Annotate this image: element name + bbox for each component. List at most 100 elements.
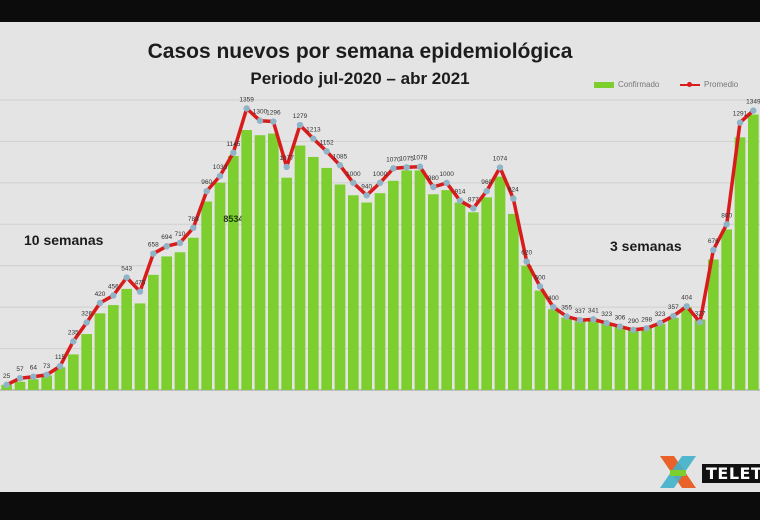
data-label: 115	[55, 354, 66, 361]
promedio-point	[110, 292, 117, 299]
data-label: 355	[561, 304, 572, 311]
data-label: 404	[681, 294, 692, 301]
data-label: 235	[68, 329, 79, 336]
promedio-point	[336, 162, 344, 169]
data-label: 543	[121, 266, 132, 273]
data-label: 960	[481, 179, 492, 186]
promedio-point	[496, 164, 504, 171]
data-label: 1078	[413, 155, 428, 162]
legend-confirmado: Confirmado	[594, 80, 659, 89]
data-label: 783	[188, 216, 199, 223]
data-label: 327	[695, 310, 706, 317]
bar	[94, 313, 106, 390]
bar	[734, 137, 746, 390]
promedio-point	[230, 149, 237, 157]
data-label: 1000	[439, 171, 454, 178]
data-label: 1033	[213, 164, 228, 171]
promedio-point	[270, 118, 277, 125]
chart-frame: Casos nuevos por semana epidemiológica P…	[0, 22, 760, 492]
bar	[54, 367, 66, 390]
bar	[401, 170, 412, 390]
data-label: 420	[95, 291, 106, 298]
promedio-point	[30, 373, 37, 380]
data-label: 960	[201, 179, 212, 186]
bar	[68, 354, 79, 390]
chart-subtitle: Periodo jul-2020 – abr 2021	[250, 69, 470, 88]
promedio-point	[123, 274, 130, 281]
data-label: 1349	[746, 99, 760, 106]
promedio-point	[416, 163, 424, 170]
annotation-left: 10 semanas	[24, 232, 104, 248]
data-label: 1296	[266, 110, 281, 117]
promedio-point	[310, 135, 317, 142]
bar	[721, 229, 732, 390]
data-label: 1145	[226, 141, 240, 148]
bar	[28, 379, 39, 390]
data-label: 620	[521, 250, 532, 257]
bar	[694, 319, 706, 390]
data-label: 940	[361, 183, 372, 190]
data-label: 914	[455, 189, 466, 196]
promedio-point	[43, 371, 50, 379]
data-label: 924	[508, 187, 519, 194]
data-label: 290	[628, 318, 639, 325]
promedio-point	[96, 299, 104, 307]
legend-promedio-label: Promedio	[704, 80, 739, 89]
data-label: 323	[601, 311, 612, 318]
data-label: 73	[43, 363, 51, 370]
promedio-point	[456, 197, 464, 204]
promedio-point	[190, 224, 197, 232]
legend-confirmado-swatch	[594, 81, 614, 88]
bar	[374, 193, 386, 390]
promedio-point	[443, 179, 450, 187]
data-label: 1152	[320, 139, 334, 146]
data-label: 1000	[346, 171, 361, 178]
promedio-point	[430, 183, 437, 191]
data-label: 800	[721, 212, 732, 219]
data-label: 658	[148, 242, 159, 249]
promedio-point	[603, 319, 610, 327]
bar	[668, 317, 679, 390]
data-label: 694	[161, 234, 172, 241]
data-label: 980	[428, 175, 439, 182]
data-label: 57	[16, 366, 24, 373]
bar	[214, 182, 226, 390]
chart-title: Casos nuevos por semana epidemiológica	[147, 40, 573, 63]
bar	[294, 145, 306, 390]
data-label: 64	[30, 365, 38, 372]
bar	[454, 202, 466, 390]
data-label: 1300	[253, 109, 268, 116]
promedio-point	[323, 148, 330, 155]
data-label: 337	[575, 308, 586, 315]
bar	[148, 274, 159, 390]
bar	[481, 197, 492, 390]
bar	[614, 326, 626, 390]
data-label: 1291	[733, 111, 748, 118]
data-label: 500	[535, 274, 546, 281]
bar	[641, 327, 652, 390]
bar	[348, 195, 359, 390]
bar	[548, 309, 559, 390]
promedio-point	[163, 243, 170, 250]
promedio-point	[256, 117, 264, 124]
bar	[708, 259, 719, 390]
bar	[521, 265, 532, 390]
bar	[508, 213, 519, 390]
promedio-point	[56, 362, 64, 370]
promedio-point	[390, 165, 397, 172]
channel-logo: TELET	[656, 452, 760, 492]
data-label: 1000	[373, 171, 388, 178]
data-label: 25	[3, 373, 11, 380]
bar	[388, 180, 399, 390]
data-label: 341	[588, 307, 599, 314]
promedio-point	[616, 323, 624, 330]
promedio-point	[683, 303, 690, 310]
data-label: 1070	[386, 156, 401, 163]
data-label: 306	[615, 315, 626, 322]
data-label: 456	[108, 284, 119, 291]
legend-confirmado-label: Confirmado	[618, 80, 660, 89]
legend-promedio-swatch	[680, 81, 700, 87]
promedio-point	[16, 374, 24, 382]
data-label: 710	[175, 231, 186, 238]
